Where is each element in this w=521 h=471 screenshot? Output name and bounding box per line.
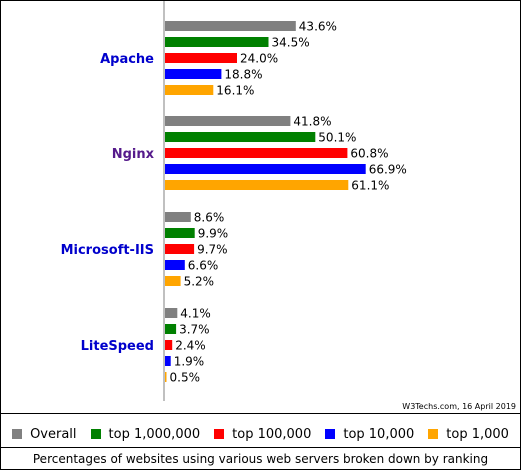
bar — [165, 228, 195, 238]
bar-value-label: 8.6% — [194, 211, 225, 225]
bar-value-label: 41.8% — [293, 115, 331, 129]
chart-legend: Overall top 1,000,000 top 100,000 top 10,00… — [1, 421, 520, 447]
bar — [165, 356, 171, 366]
bar-value-label: 0.5% — [170, 371, 201, 385]
legend-swatch — [214, 429, 225, 439]
bar-value-label: 5.2% — [184, 275, 215, 289]
bar — [165, 244, 195, 254]
legend-swatch — [90, 429, 101, 439]
bar — [165, 308, 178, 318]
bar — [165, 21, 296, 31]
bar-value-label: 60.8% — [350, 147, 388, 161]
credit-text: W3Techs.com, 16 April 2019 — [402, 402, 516, 411]
legend-label: top 100,000 — [232, 426, 312, 442]
bar — [165, 53, 237, 63]
bar — [165, 180, 349, 190]
category-label: Apache — [100, 52, 154, 67]
bar-value-label: 2.4% — [175, 339, 206, 353]
category-label: Nginx — [112, 147, 155, 162]
bar-value-label: 9.9% — [198, 227, 229, 241]
bar-value-label: 1.9% — [174, 355, 205, 369]
legend-label: Overall — [30, 426, 77, 442]
category-label: Microsoft-IIS — [61, 243, 154, 258]
bar — [165, 116, 291, 126]
category-label: LiteSpeed — [81, 339, 154, 354]
bar — [165, 372, 167, 382]
chart-caption: Percentages of websites using various we… — [32, 452, 489, 466]
legend-swatch — [12, 429, 23, 439]
bar — [165, 212, 191, 222]
bar — [165, 260, 185, 270]
bar-value-label: 66.9% — [369, 163, 407, 177]
caption-divider — [1, 447, 520, 448]
bar-value-label: 61.1% — [351, 179, 389, 193]
bar-value-label: 9.7% — [197, 243, 228, 257]
bar-value-label: 50.1% — [318, 131, 356, 145]
bar — [165, 276, 181, 286]
bar-value-label: 34.5% — [272, 36, 310, 50]
legend-item: top 100,000 — [214, 427, 311, 442]
legend-item: top 1,000,000 — [90, 426, 201, 442]
bar-value-label: 3.7% — [179, 323, 210, 337]
legend-item: top 10,000 — [325, 427, 414, 442]
legend-item: top 1,000 — [428, 427, 509, 442]
bar-value-label: 16.1% — [216, 84, 254, 98]
legend-label: top 1,000,000 — [108, 426, 201, 442]
bar-value-label: 6.6% — [188, 259, 219, 273]
bar — [165, 324, 177, 334]
legend-item: Overall — [12, 426, 77, 442]
bar-value-label: 24.0% — [240, 52, 278, 66]
bar-chart: Apache 43.6% 34.5% 24.0% 18.8% 16.1% Nginx 41.8… — [61, 1, 407, 401]
bar — [165, 340, 173, 350]
bar — [165, 164, 366, 174]
bar — [165, 85, 214, 95]
legend-label: top 1,000 — [446, 426, 509, 442]
bar — [165, 69, 222, 79]
legend-top-divider — [1, 413, 520, 414]
legend-swatch — [325, 429, 336, 439]
bar-value-label: 4.1% — [180, 307, 211, 321]
legend-label: top 10,000 — [343, 426, 415, 442]
bar — [165, 37, 269, 47]
bar — [165, 132, 316, 142]
bar — [165, 148, 348, 158]
bar-value-label: 18.8% — [224, 68, 262, 82]
legend-swatch — [428, 429, 439, 439]
bar-value-label: 43.6% — [299, 20, 337, 34]
